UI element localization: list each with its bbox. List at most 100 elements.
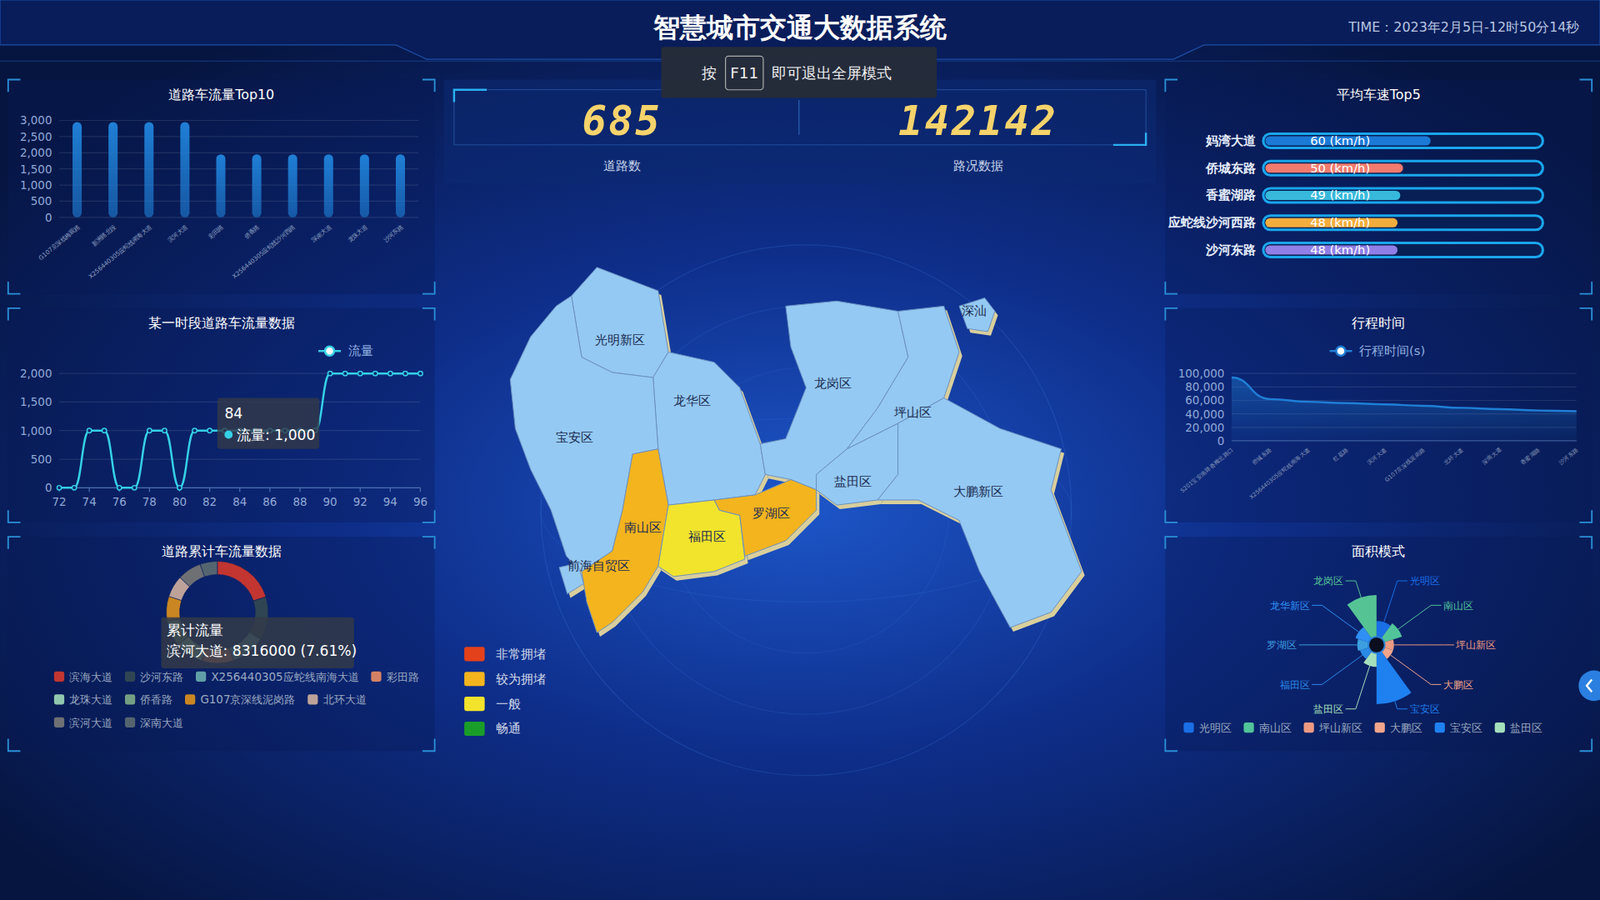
- corner: [1580, 281, 1593, 295]
- slice-label: 龙华新区: [1270, 600, 1310, 612]
- grid-line: [59, 458, 420, 460]
- district-label: 光明新区: [595, 332, 645, 347]
- chart-title: 道路累计车流量数据: [161, 543, 282, 560]
- legend-swatch: [370, 671, 381, 682]
- corner: [454, 90, 487, 103]
- tick: [330, 487, 331, 492]
- bar: [395, 154, 405, 218]
- tick-label: 84: [232, 495, 247, 509]
- panel-bg: [1165, 308, 1592, 523]
- slice-label: 大鹏区: [1443, 679, 1474, 691]
- divider: [798, 100, 800, 135]
- grid-line: [1231, 373, 1577, 375]
- corner: [1580, 536, 1593, 550]
- corner: [1165, 281, 1178, 295]
- tick-label: 1,000: [20, 179, 53, 192]
- stat-value: 142142: [898, 97, 1059, 145]
- category-label: 侨城东路: [1205, 160, 1256, 175]
- slice-label: 坪山新区: [1455, 639, 1496, 651]
- corner: [422, 510, 435, 523]
- marker: [418, 370, 423, 375]
- category-label: 侨香路: [242, 223, 261, 240]
- tick-label: 82: [202, 495, 217, 509]
- chart-title: 平均车速Top5: [1336, 86, 1421, 103]
- stat-value: 685: [581, 97, 662, 145]
- district-label: 福田区: [688, 529, 726, 544]
- category-label: X256440305应蛇线南海大道: [86, 223, 153, 281]
- marker: [86, 428, 91, 433]
- legend-label: 侨香路: [140, 693, 173, 706]
- legend-label: 沙河东路: [140, 670, 184, 684]
- slice-label: 宝安区: [1410, 703, 1440, 715]
- district[interactable]: [877, 398, 1082, 629]
- hint-box: [660, 46, 937, 98]
- fullscreen-hint: 按F11即可退出全屏模式: [660, 46, 937, 98]
- district[interactable]: [959, 298, 995, 332]
- legend-swatch: [125, 671, 135, 682]
- legend-swatch: [195, 671, 206, 682]
- district[interactable]: [653, 351, 766, 505]
- leader-line: [1395, 700, 1408, 709]
- district[interactable]: [581, 449, 669, 633]
- marker: [207, 428, 212, 433]
- chart-title: 行程时间: [1351, 315, 1405, 331]
- panel-bg: [8, 536, 435, 751]
- marker: [102, 428, 107, 433]
- toggle-bg[interactable]: [1578, 670, 1600, 701]
- chart-title: 道路车流量Top10: [168, 86, 275, 103]
- legend-swatch: [54, 717, 65, 728]
- chart-title: 面积模式: [1351, 543, 1405, 560]
- legend-label: 滨海大道: [69, 670, 113, 684]
- slice: [1381, 623, 1403, 643]
- tick-label: 500: [30, 453, 53, 466]
- marker: [117, 485, 122, 490]
- panel: 某一时段道路车流量数据05001,0001,5002,0007274767880…: [8, 308, 435, 523]
- legend-swatch: [307, 694, 318, 705]
- corner: [422, 281, 435, 295]
- panel: 道路累计车流量数据累计流量滨河大道: 8316000 (7.61%)滨海大道沙河…: [8, 536, 435, 751]
- key-box: [725, 55, 764, 90]
- category-label: 沙河东路: [1205, 242, 1256, 257]
- marker: [192, 428, 197, 433]
- legend-swatch: [1435, 722, 1445, 733]
- panel: 平均车速Top5妈湾大道60 (km/h)侨城东路50 (km/h)香蜜湖路49…: [1165, 80, 1592, 295]
- bar: [360, 154, 370, 218]
- bars: [72, 121, 405, 217]
- legend-label: 滨河大道: [69, 716, 113, 730]
- panel-bg: [1165, 536, 1592, 751]
- slice-label: 南山区: [1443, 600, 1474, 612]
- series: [1231, 377, 1577, 441]
- slice: [180, 564, 205, 587]
- district[interactable]: [714, 480, 816, 557]
- tick: [420, 487, 421, 492]
- leader-line: [1299, 644, 1358, 645]
- corner: [1580, 739, 1593, 752]
- tick-label: 2,000: [20, 367, 53, 380]
- district-label: 南山区: [624, 520, 662, 535]
- legend-swatch: [54, 694, 65, 705]
- legend-label: 畅通: [495, 720, 521, 735]
- marker: [132, 485, 137, 490]
- district-label: 龙华区: [673, 393, 711, 408]
- tick-label: 20,000: [1185, 421, 1225, 435]
- legend-label: G107京深线泥岗路: [200, 693, 295, 706]
- tooltip-title: 累计流量: [166, 621, 224, 639]
- corner: [8, 739, 21, 752]
- legend-marker: [325, 346, 335, 356]
- tick-label: 0: [45, 481, 53, 495]
- marker: [177, 485, 182, 490]
- hint-text: 即可退出全屏模式: [771, 64, 892, 82]
- corner: [1165, 510, 1178, 523]
- data-label: 50 (km/h): [1310, 160, 1370, 175]
- grid-line: [1231, 386, 1577, 388]
- panel-bg: [8, 80, 435, 295]
- marker: [358, 370, 363, 375]
- legend-label: 北环大道: [323, 693, 367, 706]
- side-toggle[interactable]: [1578, 670, 1600, 701]
- title: 智慧城市交通大数据系统: [652, 11, 948, 44]
- legend-label: 南山区: [1259, 721, 1292, 735]
- tick-label: 100,000: [1178, 367, 1225, 380]
- category-label: 北环大道: [1442, 445, 1465, 466]
- category-label: X256440305应蛇线南海大道: [1248, 445, 1312, 500]
- legend-label: 光明区: [1199, 721, 1232, 735]
